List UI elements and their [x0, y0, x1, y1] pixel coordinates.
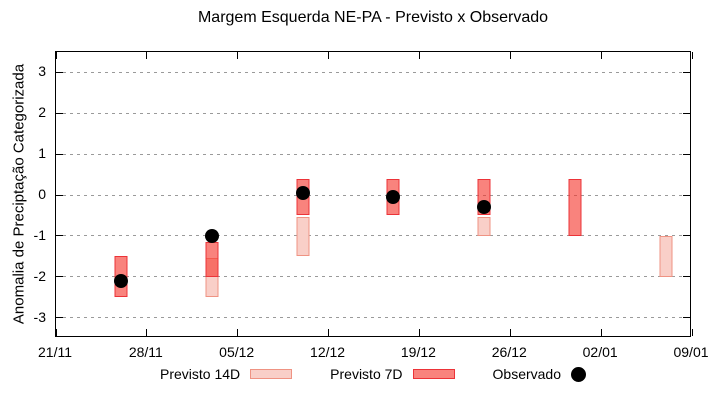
y-tick-mark — [683, 71, 690, 73]
x-tick-mark — [600, 329, 602, 336]
y-tick-label: -3 — [33, 308, 46, 325]
legend-swatch-previsto-14d-icon — [250, 369, 293, 379]
legend-label-previsto-7d: Previsto 7D — [330, 366, 403, 382]
x-tick-mark — [691, 329, 693, 336]
legend-item-observado: Observado — [493, 366, 586, 382]
x-tick-mark — [418, 329, 420, 336]
gridline — [56, 235, 690, 237]
legend-item-previsto-7d: Previsto 7D — [330, 366, 455, 382]
observado-dot — [113, 273, 128, 288]
y-tick-label: 0 — [38, 186, 46, 202]
gridline — [56, 317, 690, 319]
x-tick-mark — [691, 52, 693, 59]
gridline — [56, 112, 690, 114]
legend-item-previsto-14d: Previsto 14D — [160, 366, 293, 382]
observado-dot — [477, 200, 492, 215]
legend-label-previsto-14d: Previsto 14D — [160, 366, 241, 382]
y-tick-mark — [56, 112, 63, 114]
y-tick-label: 2 — [38, 104, 46, 121]
x-tick-label: 05/12 — [219, 344, 255, 360]
observado-dot — [295, 185, 310, 200]
y-tick-mark — [56, 194, 63, 196]
y-tick-mark — [56, 71, 63, 73]
y-tick-mark — [683, 112, 690, 114]
y-tick-label: 3 — [38, 63, 46, 80]
gridline — [56, 194, 690, 196]
legend: Previsto 14D Previsto 7D Observado — [55, 366, 691, 382]
x-tick-mark — [237, 329, 239, 336]
bar-previsto-14d — [296, 217, 310, 257]
bar-previsto-7d — [205, 241, 219, 277]
observado-dot — [386, 190, 401, 205]
x-tick-mark — [146, 52, 148, 59]
y-tick-mark — [683, 235, 690, 237]
y-tick-label: -1 — [33, 226, 46, 243]
x-tick-mark — [237, 52, 239, 59]
x-tick-mark — [418, 52, 420, 59]
x-tick-label: 21/11 — [38, 344, 72, 360]
y-tick-label: 1 — [38, 145, 46, 162]
x-tick-label: 28/11 — [128, 344, 163, 360]
x-tick-label: 19/12 — [400, 344, 436, 360]
bar-previsto-14d — [477, 217, 491, 236]
x-tick-label: 09/01 — [673, 344, 709, 360]
x-tick-mark — [509, 52, 511, 59]
y-tick-mark — [56, 235, 63, 237]
y-tick-mark — [56, 276, 63, 278]
gridline — [56, 71, 690, 73]
y-axis-label: Anomalia de Preciptação Categorizada — [10, 63, 28, 325]
observado-dot — [204, 228, 219, 243]
x-tick-mark — [55, 329, 57, 336]
x-tick-mark — [55, 52, 57, 59]
y-tick-mark — [56, 317, 63, 319]
x-tick-label: 26/12 — [491, 344, 527, 360]
y-tick-mark — [683, 153, 690, 155]
chart-title: Margem Esquerda NE-PA - Previsto x Obser… — [197, 9, 549, 26]
x-tick-mark — [328, 329, 330, 336]
legend-label-observado: Observado — [492, 366, 561, 382]
bar-previsto-7d — [568, 178, 582, 236]
legend-swatch-previsto-7d-icon — [412, 369, 455, 379]
plot-area — [55, 51, 693, 337]
legend-observado-dot-icon — [571, 366, 586, 382]
x-tick-mark — [146, 329, 148, 336]
gridline — [56, 153, 690, 155]
gridline — [56, 276, 690, 278]
x-tick-mark — [509, 329, 511, 336]
bar-previsto-14d — [659, 235, 673, 277]
x-tick-label: 12/12 — [310, 344, 346, 360]
x-tick-label: 02/01 — [582, 344, 618, 360]
y-tick-mark — [56, 153, 63, 155]
y-tick-mark — [683, 194, 690, 196]
y-tick-mark — [683, 276, 690, 278]
x-tick-mark — [600, 52, 602, 59]
y-tick-label: -2 — [33, 267, 46, 284]
x-tick-mark — [328, 52, 330, 59]
y-tick-mark — [683, 317, 690, 319]
